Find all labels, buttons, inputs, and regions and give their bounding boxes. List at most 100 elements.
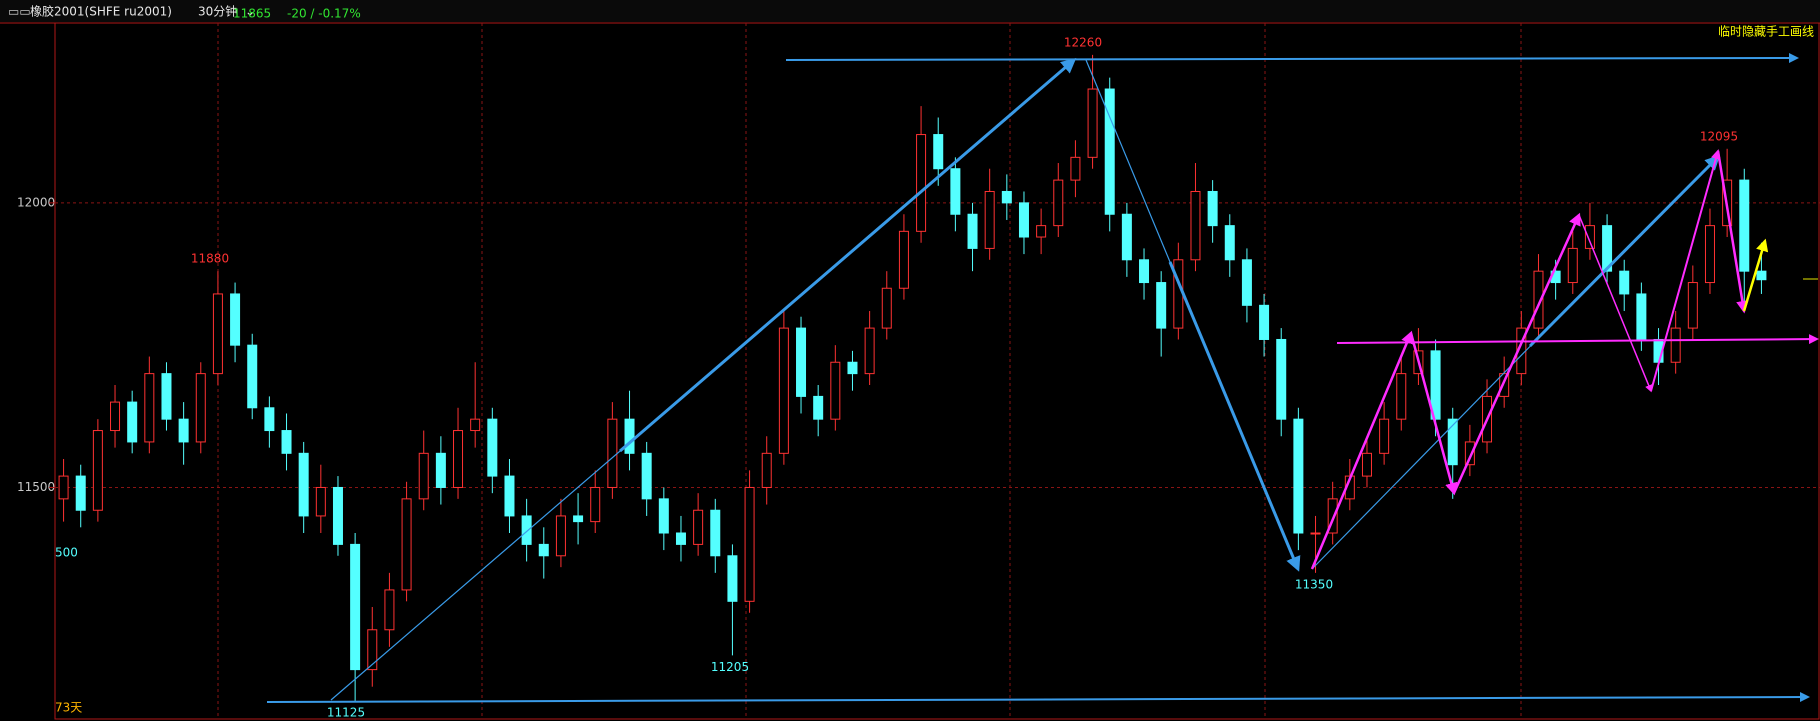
- time-separators: [217, 23, 1522, 718]
- candle-body: [1241, 259, 1252, 306]
- candle-body: [1584, 225, 1595, 249]
- candle-body: [1756, 270, 1767, 281]
- candle-body: [1567, 247, 1578, 284]
- candle-body: [1190, 190, 1201, 261]
- candle-body: [350, 543, 361, 671]
- candle-body: [1619, 270, 1630, 295]
- trend-arrow: [1168, 261, 1301, 572]
- candle-body: [1327, 498, 1338, 534]
- zigzag: [1716, 150, 1749, 314]
- candle-body: [710, 509, 721, 557]
- candle-body: [1070, 156, 1081, 181]
- candle-body: [1053, 179, 1064, 227]
- last-price: 11865: [233, 7, 271, 21]
- drawn-lines: [266, 53, 1819, 703]
- candle-body: [573, 515, 584, 523]
- period[interactable]: 30分钟: [198, 4, 237, 19]
- candle-body: [555, 515, 566, 557]
- candle-body: [1310, 532, 1321, 535]
- hide-lines-button[interactable]: 临时隐藏手工画线: [1718, 25, 1814, 39]
- period-dropdown[interactable]: ⌄: [245, 5, 255, 19]
- candle-body: [1036, 225, 1047, 238]
- symbol[interactable]: 橡胶2001(SHFE ru2001): [30, 4, 172, 19]
- candle-body: [1259, 304, 1270, 340]
- candle-body: [161, 373, 172, 420]
- yellow-arrow: [1742, 238, 1769, 312]
- extreme-label: 11880: [191, 252, 229, 266]
- candle-body: [470, 418, 481, 432]
- candle-body: [744, 486, 755, 602]
- candle-body: [504, 475, 515, 517]
- candle-body: [727, 555, 738, 602]
- candle-body: [984, 190, 995, 249]
- extreme-label: 11205: [711, 660, 749, 674]
- candle-body: [796, 327, 807, 397]
- candle-body: [332, 486, 343, 545]
- candle-body: [1139, 259, 1150, 284]
- candle-body: [1739, 179, 1750, 272]
- candle-body: [315, 486, 326, 517]
- extreme-label: 11125: [327, 705, 365, 719]
- candle-body: [298, 452, 309, 517]
- y-tick-label: 11500: [17, 480, 55, 494]
- candle-body: [658, 498, 669, 534]
- candle-body: [1602, 225, 1613, 272]
- trend-line: [266, 692, 1810, 703]
- candle-body: [487, 418, 498, 477]
- candle-body: [1156, 282, 1167, 329]
- trend-line: [785, 53, 1799, 64]
- candle-body: [761, 452, 772, 488]
- zigzag: [1409, 332, 1458, 496]
- candle-body: [1224, 225, 1235, 261]
- candle-body: [675, 532, 686, 545]
- plot-frame: [54, 22, 1820, 720]
- candle-body: [1173, 259, 1184, 329]
- candle-body: [75, 475, 86, 511]
- candle-body: [898, 230, 909, 289]
- candle-body: [950, 168, 961, 215]
- candle-body: [1704, 225, 1715, 284]
- candle-body: [538, 543, 549, 557]
- header-bar: [0, 0, 1820, 22]
- candle-body: [1276, 338, 1287, 420]
- level-line: [1336, 334, 1819, 345]
- candle-body: [1121, 213, 1132, 261]
- candle-body: [144, 373, 155, 443]
- zigzag: [1578, 214, 1653, 393]
- candle-body: [1361, 452, 1372, 477]
- candle-body: [933, 134, 944, 170]
- candle-body: [453, 430, 464, 488]
- candle-body: [641, 452, 652, 500]
- zigzag: [1452, 212, 1581, 494]
- candles: [55, 54, 1820, 701]
- candle-body: [916, 134, 927, 232]
- candle-body: [1430, 350, 1441, 420]
- candle-body: [813, 395, 824, 420]
- candle-body: [778, 327, 789, 454]
- candle-body: [367, 629, 378, 671]
- candle-body: [92, 430, 103, 511]
- candle-body: [110, 401, 121, 432]
- candle-body: [967, 213, 978, 249]
- candle-body: [1087, 88, 1098, 158]
- candle-body: [435, 452, 446, 488]
- zigzag: [1310, 330, 1413, 570]
- candle-body: [607, 418, 618, 488]
- candle-body: [1379, 418, 1390, 454]
- candle-body: [58, 475, 69, 500]
- candle-body: [384, 589, 395, 631]
- candle-body: [1001, 190, 1012, 204]
- trend-arrow: [1528, 154, 1721, 348]
- candle-body: [178, 418, 189, 443]
- candle-body: [1533, 270, 1544, 329]
- candle-body: [127, 401, 138, 443]
- zigzag: [1650, 149, 1721, 392]
- candle-body: [264, 407, 275, 432]
- candle-body: [1687, 282, 1698, 329]
- candle-body: [1670, 327, 1681, 363]
- side-label: 500: [55, 546, 78, 560]
- candle-body: [864, 327, 875, 375]
- day-count: 73天: [55, 701, 82, 715]
- candle-body: [230, 293, 241, 346]
